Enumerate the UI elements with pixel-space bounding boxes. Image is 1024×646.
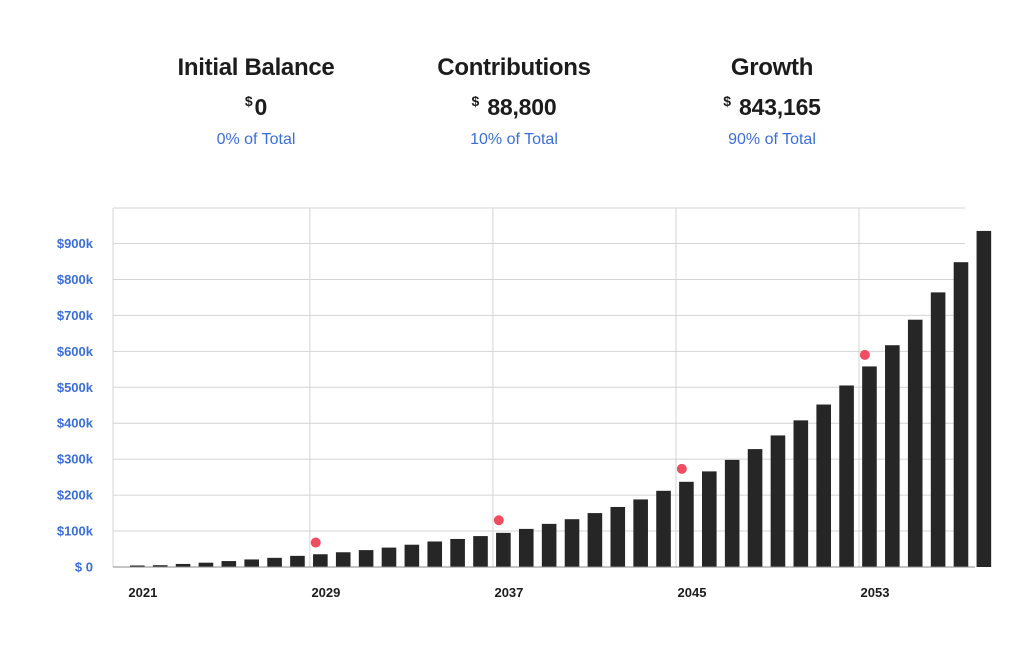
growth-amount: $ 843,165	[652, 84, 892, 124]
contributions-value: 88,800	[487, 94, 557, 120]
chart-markers	[310, 349, 870, 548]
bar-2021	[130, 565, 145, 567]
bar-2035	[450, 538, 465, 567]
bar-2028	[290, 555, 305, 567]
bar-2043	[633, 499, 648, 567]
growth-percent: 90% of Total	[728, 131, 816, 148]
x-tick-label: 2045	[678, 585, 707, 600]
currency-symbol: $	[471, 93, 480, 109]
initial-balance-value: 0	[254, 94, 268, 120]
contributions-percent: 10% of Total	[470, 131, 558, 148]
currency-symbol: $	[244, 93, 253, 109]
bar-2033	[404, 544, 420, 567]
growth-summary: Growth $ 843,165 90% of Total	[652, 52, 892, 150]
bar-2036	[473, 536, 488, 567]
bar-2037	[496, 532, 511, 567]
y-tick-label: $900k	[57, 236, 94, 251]
growth-value: 843,165	[739, 94, 821, 120]
bar-2040	[564, 519, 580, 567]
bar-2058	[976, 230, 992, 568]
y-tick-label: $500k	[57, 380, 94, 395]
bar-2057	[953, 262, 969, 567]
bar-2045	[679, 481, 694, 567]
bar-2030	[335, 552, 351, 567]
contribution-marker-4	[859, 349, 870, 360]
x-tick-label: 2053	[861, 585, 890, 600]
bar-2041	[587, 513, 603, 567]
y-tick-label: $400k	[57, 416, 94, 431]
bar-2053	[862, 366, 877, 567]
initial-balance-amount: $0	[136, 84, 376, 124]
y-tick-label: $300k	[57, 452, 94, 467]
bar-2042	[610, 506, 626, 567]
bar-2052	[839, 385, 854, 567]
x-tick-label: 2021	[128, 585, 157, 600]
growth-title: Growth	[730, 54, 814, 81]
bar-2039	[541, 523, 557, 567]
bar-2034	[427, 541, 443, 567]
bar-2027	[267, 557, 282, 567]
chart-axes: $ 0 $100k $200k $300k $400k $500k $600k $700k $8…	[57, 236, 975, 600]
bar-2050	[793, 420, 809, 567]
bar-2048	[747, 449, 763, 567]
bar-2044	[656, 490, 671, 567]
bar-2022	[152, 565, 168, 567]
bar-2046	[702, 471, 717, 567]
bar-2023	[175, 563, 191, 567]
bar-2054	[885, 345, 900, 567]
bar-2055	[907, 319, 923, 567]
y-tick-label: $800k	[57, 272, 94, 287]
y-tick-label: $100k	[57, 524, 94, 539]
initial-balance-title: Initial Balance	[177, 54, 335, 81]
bar-2032	[381, 547, 397, 567]
x-tick-label: 2029	[311, 585, 340, 600]
bar-2049	[770, 435, 786, 567]
bar-2029	[313, 554, 328, 567]
bar-2031	[358, 550, 374, 567]
chart-grid	[112, 207, 965, 567]
bar-2024	[198, 562, 214, 567]
contributions-amount: $ 88,800	[394, 84, 634, 124]
y-tick-label: $600k	[57, 344, 94, 359]
bar-2056	[930, 292, 946, 567]
bar-2025	[221, 561, 237, 567]
y-tick-label: $200k	[57, 488, 94, 503]
bar-2038	[518, 528, 534, 567]
initial-balance-percent: 0% of Total	[216, 131, 296, 148]
chart-bars	[130, 230, 992, 568]
bar-2047	[724, 459, 740, 567]
contribution-marker-3	[676, 463, 687, 474]
contributions-title: Contributions	[437, 54, 591, 81]
y-tick-label: $700k	[57, 308, 94, 323]
contribution-marker-1	[310, 537, 321, 548]
currency-symbol: $	[723, 93, 731, 109]
initial-balance-summary: Initial Balance $0 0% of Total	[136, 52, 376, 150]
contribution-marker-2	[493, 515, 504, 526]
x-tick-label: 2037	[494, 585, 523, 600]
contributions-summary: Contributions $ 88,800 10% of Total	[394, 52, 634, 150]
y-tick-label: $ 0	[75, 560, 93, 575]
bar-2026	[244, 559, 259, 567]
bar-2051	[816, 404, 831, 567]
